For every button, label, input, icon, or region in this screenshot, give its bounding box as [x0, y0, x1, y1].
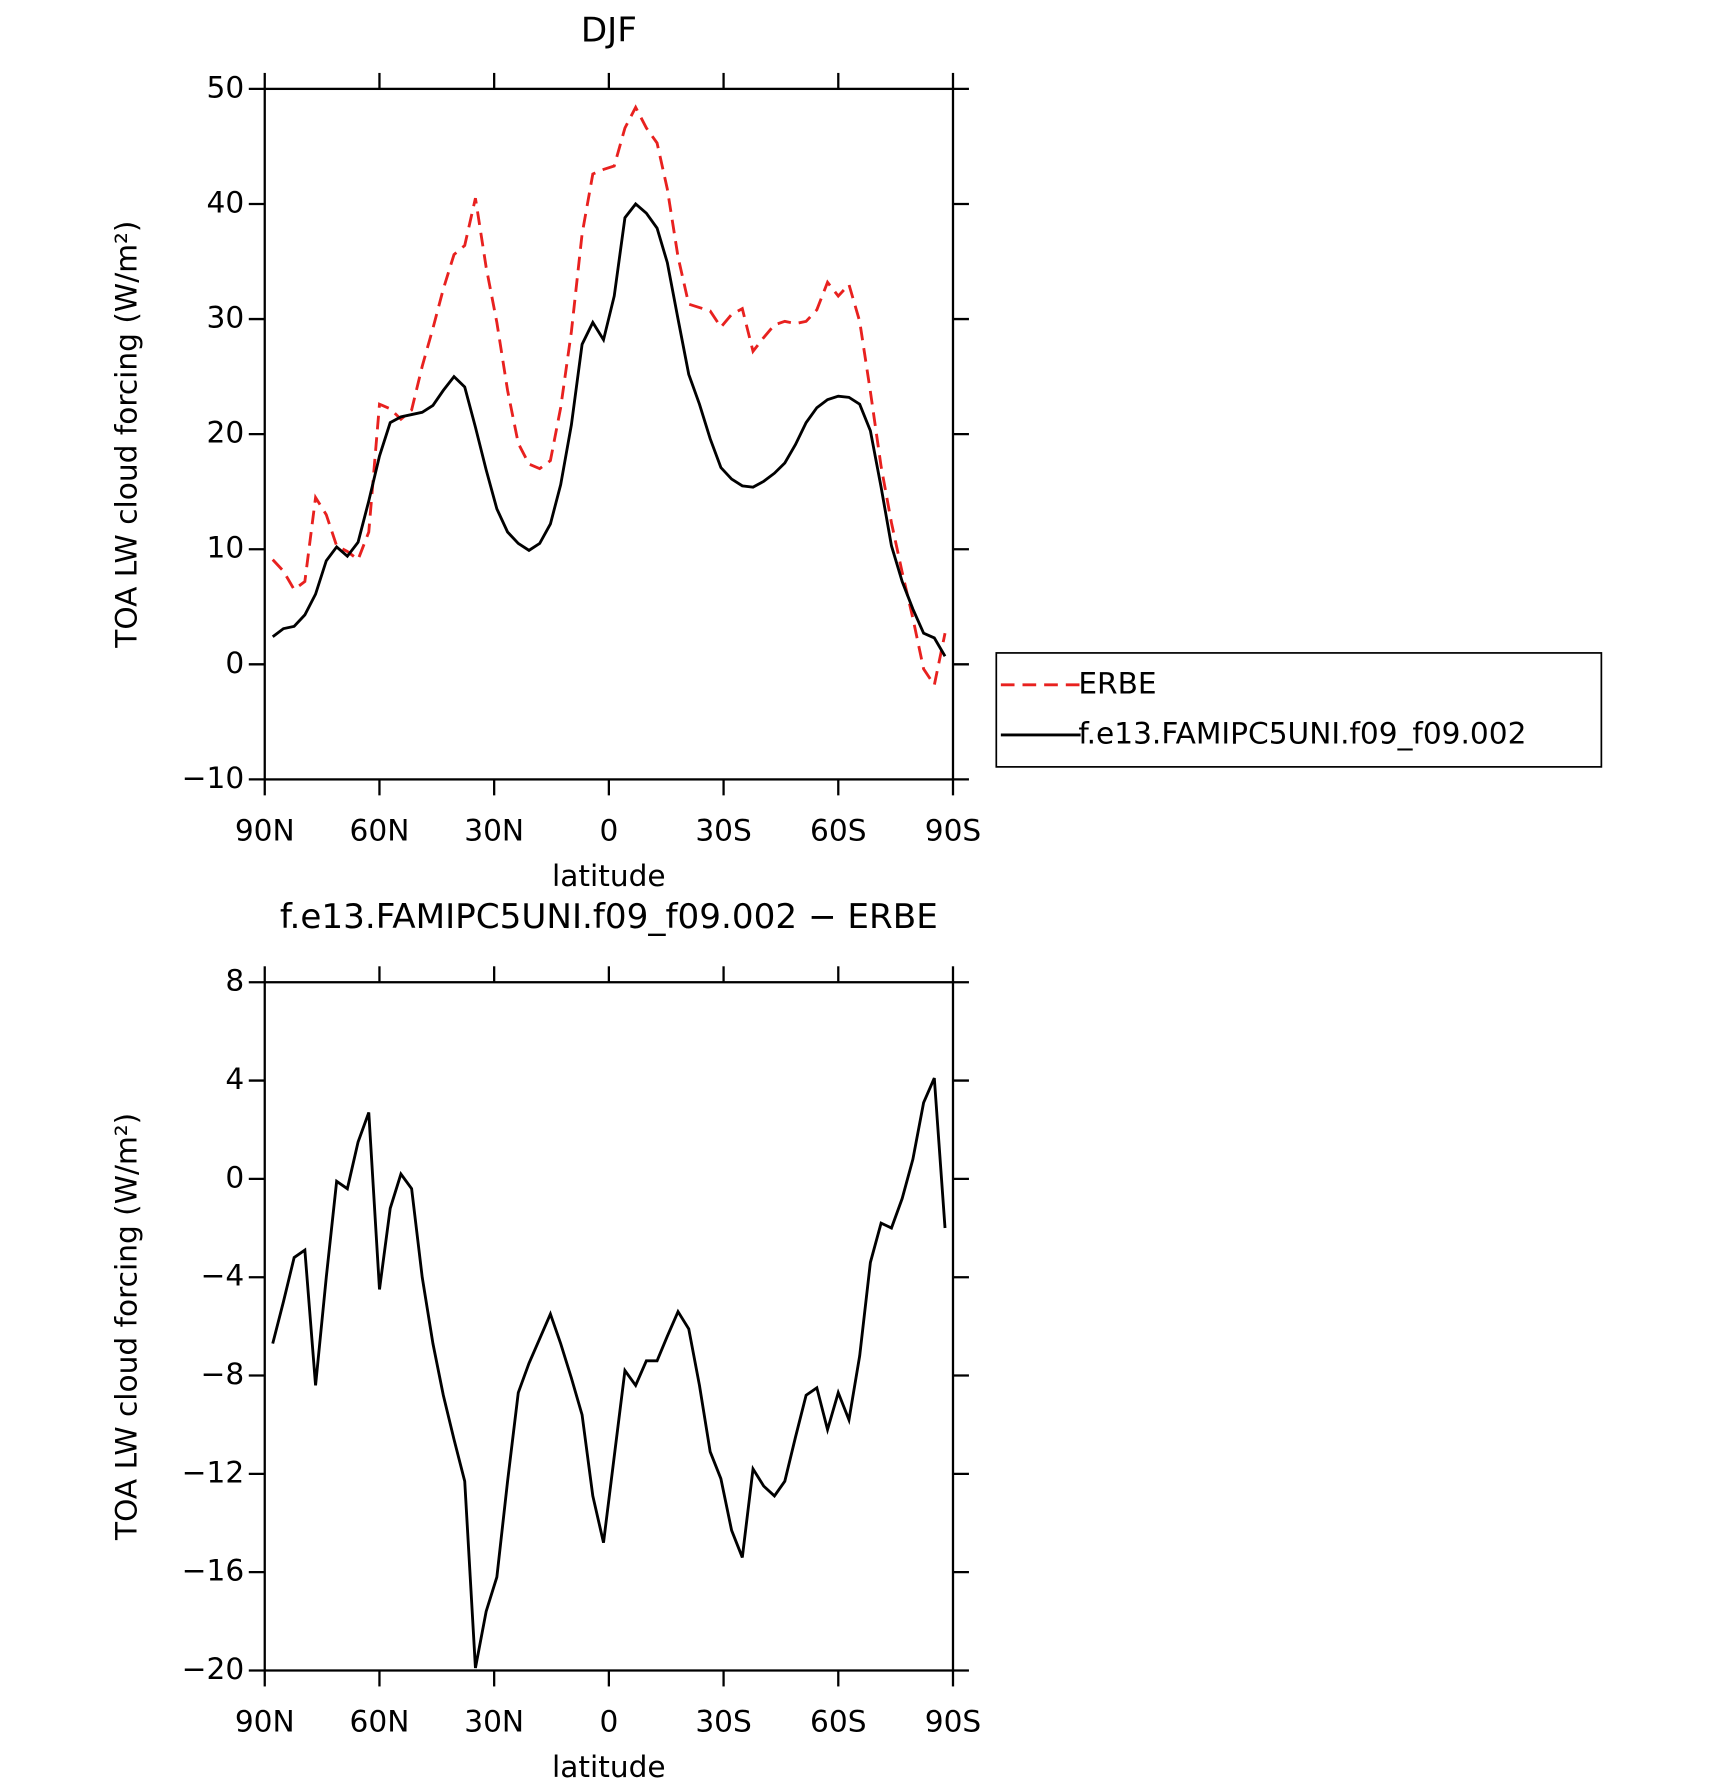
plot-frame [263, 87, 955, 781]
y-tick-label: 40 [207, 185, 245, 219]
y-tick-label: 10 [207, 531, 245, 565]
y-tick-label: −4 [201, 1259, 245, 1293]
x-tick-label: 30N [464, 1704, 524, 1738]
data-line [271, 201, 947, 657]
x-tick-label: 30S [695, 1704, 751, 1738]
y-tick-label: 20 [207, 416, 245, 450]
x-tick-label: 30N [464, 813, 524, 847]
x-tick-label: 90S [925, 1704, 981, 1738]
x-tick-label: 90N [235, 1704, 295, 1738]
x-tick-label: 90N [235, 813, 295, 847]
y-axis-label: TOA LW cloud forcing (W/m²) [110, 221, 144, 649]
x-tick-label: 60S [810, 1704, 866, 1738]
y-tick-label: −8 [201, 1357, 245, 1391]
x-tick-label: 90S [925, 813, 981, 847]
x-axis-label: latitude [552, 1750, 666, 1784]
x-axis-label: latitude [552, 859, 666, 893]
y-tick-label: −10 [182, 761, 245, 795]
y-tick-label: 8 [225, 964, 244, 998]
y-tick-label: 0 [225, 1160, 244, 1194]
x-tick-label: 60S [810, 813, 866, 847]
chart-title: f.e13.FAMIPC5UNI.f09_f09.002 − ERBE [280, 897, 938, 937]
y-tick-label: 50 [207, 70, 245, 104]
data-line [271, 104, 947, 689]
x-tick-label: 0 [599, 813, 618, 847]
x-tick-label: 60N [350, 813, 410, 847]
y-tick-label: −16 [182, 1554, 245, 1588]
legend-box [995, 652, 1603, 768]
y-axis-label: TOA LW cloud forcing (W/m²) [110, 1113, 144, 1541]
chart-title: DJF [581, 10, 637, 50]
data-line [271, 1077, 947, 1669]
y-tick-label: 0 [225, 646, 244, 680]
x-tick-label: 60N [350, 1704, 410, 1738]
y-tick-label: 4 [225, 1062, 244, 1096]
plot-frame [263, 981, 955, 1672]
x-tick-label: 0 [599, 1704, 618, 1738]
legend-label: ERBE [1078, 666, 1156, 700]
legend-label: f.e13.FAMIPC5UNI.f09_f09.002 [1078, 716, 1526, 750]
y-tick-label: −12 [182, 1455, 245, 1489]
y-tick-label: 30 [207, 301, 245, 335]
y-tick-label: −20 [182, 1652, 245, 1686]
x-tick-label: 30S [695, 813, 751, 847]
